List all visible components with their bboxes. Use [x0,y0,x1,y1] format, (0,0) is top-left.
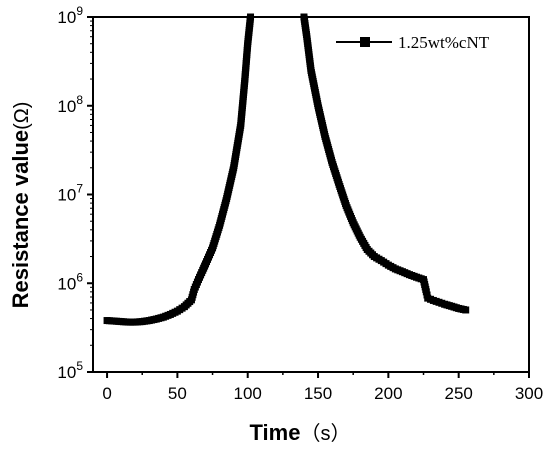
y-tick-exponent: 5 [76,359,83,373]
x-axis-title-text: Time [250,420,301,445]
series-layer [103,13,470,326]
x-tick-label: 200 [374,384,402,403]
x-axis-title-unit: （s） [300,422,350,445]
y-tick-label: 105 [57,359,83,382]
legend-label: 1.25wt%cNT [398,33,490,52]
y-tick-base: 10 [57,186,76,205]
x-tick-label: 50 [168,384,187,403]
legend-marker [360,37,370,47]
y-tick-base: 10 [57,363,76,382]
x-tick-label: 150 [304,384,332,403]
y-tick-exponent: 9 [76,4,83,18]
x-axis: 0 50 100 150 200 250 300 [102,372,543,403]
x-tick-label: 250 [444,384,472,403]
x-tick-label: 300 [515,384,543,403]
y-tick-exponent: 6 [76,270,83,284]
x-axis-title: Time（s） [250,420,351,445]
y-tick-base: 10 [57,97,76,116]
y-axis-title-unit: (Ω) [11,102,33,130]
x-tick-label: 0 [102,384,111,403]
y-axis-title: Resistance value(Ω) [8,102,33,309]
y-tick-label: 106 [57,270,83,293]
y-tick-exponent: 7 [76,182,83,196]
y-tick-label: 107 [57,182,83,205]
y-axis-title-text: Resistance value [8,130,33,309]
legend: 1.25wt%cNT [336,33,490,52]
data-point [462,306,470,314]
y-tick-label: 108 [57,93,83,116]
y-tick-label: 109 [57,4,83,27]
y-tick-exponent: 8 [76,93,83,107]
y-tick-base: 10 [57,8,76,27]
y-tick-base: 10 [57,274,76,293]
x-tick-label: 100 [234,384,262,403]
